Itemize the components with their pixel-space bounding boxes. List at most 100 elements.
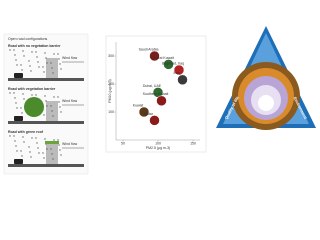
pollutant — [14, 97, 16, 99]
road — [8, 121, 84, 124]
pollutant — [51, 110, 53, 112]
x-tick-label: 50 — [121, 141, 125, 145]
pollutant — [57, 139, 59, 141]
pollutant — [59, 149, 61, 151]
pollutant — [16, 64, 18, 66]
pollutant — [20, 64, 22, 66]
pollutant — [29, 65, 31, 67]
pollutant — [51, 67, 53, 69]
wind-label: Wind flow — [62, 142, 78, 146]
row-label: Road with green roof — [8, 130, 44, 134]
bubble — [138, 106, 150, 118]
bubble — [149, 50, 160, 62]
wind-label: Wind flow — [62, 56, 78, 60]
pollutant — [51, 153, 53, 155]
pollutant — [29, 151, 31, 153]
wind-label: Wind flow — [62, 99, 78, 103]
pollutant — [9, 92, 11, 94]
pollutant — [28, 146, 30, 148]
pollutant — [45, 57, 47, 59]
pollutant — [30, 156, 32, 158]
pollutant — [42, 66, 44, 68]
bubble — [156, 95, 167, 107]
pollutant — [46, 148, 48, 150]
pollutant — [53, 96, 55, 98]
pollutant — [44, 95, 46, 97]
green-roof — [45, 141, 59, 144]
pollutant — [22, 136, 24, 138]
pollutant — [50, 62, 52, 64]
bubble — [173, 64, 185, 76]
pollutant — [38, 66, 40, 68]
pollutant — [57, 53, 59, 55]
pollutant — [20, 150, 22, 152]
pollutant — [60, 154, 62, 156]
pollutant — [58, 144, 60, 146]
pollutant — [44, 138, 46, 140]
pollutant — [60, 111, 62, 113]
pollutant — [58, 58, 60, 60]
pollutant — [43, 71, 45, 73]
pollutant — [53, 53, 55, 55]
pollutant — [23, 141, 25, 143]
bubble — [177, 74, 188, 86]
point-label: Saudi Arabia — [139, 47, 159, 51]
pollutant — [44, 52, 46, 54]
car — [14, 116, 23, 121]
pollutant — [43, 114, 45, 116]
pollutant — [9, 49, 11, 51]
pollutant — [9, 135, 11, 137]
pollutant — [50, 105, 52, 107]
pollutant — [36, 142, 38, 144]
pollutant — [60, 68, 62, 70]
pollutant — [22, 93, 24, 95]
pollutant — [57, 96, 59, 98]
bubble — [149, 115, 160, 126]
tree — [24, 97, 44, 117]
point-label: Baghdad, Iraq — [162, 61, 184, 65]
pollutant — [23, 55, 25, 57]
pollutant — [42, 152, 44, 154]
pollutant — [36, 56, 38, 58]
pollutant — [15, 145, 17, 147]
pollutant — [21, 155, 23, 157]
y-tick-label: 300 — [108, 54, 114, 58]
row-label: Road with vegetation barrier — [8, 87, 56, 91]
point-label: Southern Kuwait — [143, 92, 169, 96]
point-label: Central Kuwait — [151, 56, 174, 60]
pollutant — [13, 92, 15, 94]
pollutant — [30, 70, 32, 72]
pollutant — [31, 51, 33, 53]
row-label: Road with no vegetation barrier — [8, 44, 61, 48]
pollutant — [22, 50, 24, 52]
bubble — [163, 59, 174, 70]
x-tick-label: 150 — [190, 141, 196, 145]
pollutant — [16, 107, 18, 109]
y-tick-label: 100 — [108, 110, 114, 114]
pollutant — [43, 157, 45, 159]
pollutant — [13, 135, 15, 137]
ring — [258, 95, 274, 111]
pollutant — [20, 107, 22, 109]
pollutant — [23, 98, 25, 100]
car — [14, 159, 23, 164]
point-label: Kuwait — [133, 103, 144, 107]
pollutant — [28, 60, 30, 62]
pollutant — [45, 100, 47, 102]
pollutant — [13, 49, 15, 51]
pollutant — [21, 69, 23, 71]
panel-title: Open road configurations — [8, 37, 48, 41]
x-axis-label: PM2.5 (µg m-3) — [146, 146, 170, 150]
pollutant — [31, 94, 33, 96]
pollutant — [52, 115, 54, 117]
pollutant — [52, 72, 54, 74]
pollutant — [52, 158, 54, 160]
pollutant — [35, 51, 37, 53]
y-tick-label: 200 — [108, 82, 114, 86]
pollutant — [37, 147, 39, 149]
pollutant — [53, 139, 55, 141]
pollutant — [31, 137, 33, 139]
pollutant — [14, 140, 16, 142]
pollutant — [35, 137, 37, 139]
road — [8, 164, 84, 167]
